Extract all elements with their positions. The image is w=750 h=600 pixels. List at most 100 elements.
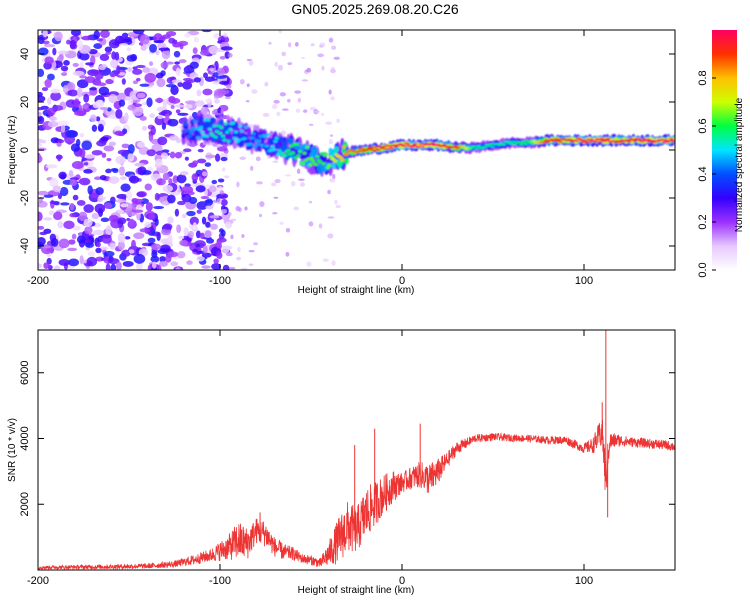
- noise-blob: [96, 38, 103, 42]
- ridge-cell: [669, 137, 674, 140]
- noise-blob: [72, 194, 79, 201]
- noise-blob: [57, 221, 64, 229]
- y-tick-label: 6000: [19, 360, 31, 384]
- ridge-cell: [331, 162, 336, 169]
- noise-blob: [328, 37, 334, 43]
- noise-blob: [201, 252, 212, 258]
- ridge-cell: [270, 145, 275, 149]
- ridge-cell: [187, 134, 192, 138]
- noise-blob: [220, 198, 228, 206]
- noise-blob: [142, 66, 151, 73]
- noise-blob: [57, 139, 65, 144]
- noise-blob: [136, 191, 146, 198]
- noise-blob: [274, 61, 278, 67]
- ridge-cell: [211, 124, 217, 128]
- noise-blob: [196, 89, 202, 97]
- noise-blob: [237, 246, 241, 253]
- noise-blob: [118, 166, 125, 176]
- noise-blob: [255, 156, 261, 162]
- noise-blob: [200, 106, 208, 116]
- noise-blob: [97, 197, 103, 203]
- noise-blob: [192, 248, 198, 253]
- noise-blob: [212, 143, 217, 147]
- noise-blob: [99, 53, 110, 62]
- noise-blob: [128, 249, 135, 254]
- noise-blob: [85, 242, 95, 248]
- snr-series: [38, 330, 675, 570]
- noise-blob: [165, 83, 177, 88]
- noise-blob: [205, 221, 211, 228]
- ridge-cell: [535, 140, 540, 143]
- noise-blob: [236, 256, 242, 261]
- noise-blob: [157, 136, 168, 146]
- noise-blob: [54, 31, 63, 42]
- ridge-cell: [182, 120, 188, 124]
- ridge-cell: [207, 127, 213, 131]
- noise-blob: [147, 81, 154, 86]
- noise-blob: [162, 172, 170, 181]
- noise-blob: [281, 51, 286, 57]
- noise-blob: [97, 123, 104, 132]
- ridge-cell: [283, 153, 288, 157]
- noise-blob: [139, 34, 150, 45]
- noise-blob: [168, 178, 173, 185]
- noise-blob: [38, 111, 42, 117]
- noise-blob: [194, 101, 205, 107]
- y-tick-label: 4000: [19, 426, 31, 450]
- noise-blob: [60, 65, 69, 72]
- noise-blob: [246, 83, 250, 88]
- noise-blob: [81, 140, 93, 151]
- noise-blob: [196, 255, 205, 262]
- noise-blob: [108, 39, 120, 49]
- noise-blob: [272, 103, 278, 110]
- ridge-cell: [302, 151, 307, 155]
- snr-y-ticks: 2000 4000 6000: [19, 360, 675, 516]
- snr-line: [38, 419, 675, 570]
- noise-blob: [116, 217, 127, 225]
- noise-blob: [172, 175, 179, 184]
- ridge-cell: [305, 145, 310, 149]
- ridge-cell: [277, 148, 282, 153]
- noise-blob: [220, 108, 224, 115]
- noise-blob: [100, 217, 110, 222]
- noise-blob: [329, 178, 336, 183]
- noise-blob: [227, 52, 233, 58]
- noise-blob: [188, 196, 198, 205]
- noise-blob: [167, 251, 179, 258]
- noise-blob: [96, 241, 101, 248]
- noise-blob: [174, 151, 183, 159]
- noise-blob: [63, 220, 75, 230]
- noise-blob: [95, 247, 102, 254]
- noise-blob: [99, 246, 109, 251]
- noise-blob: [60, 72, 68, 77]
- noise-blob: [253, 242, 258, 246]
- noise-blob: [81, 35, 93, 41]
- noise-blob: [218, 80, 230, 85]
- ridge-cell: [213, 135, 218, 139]
- noise-blob: [98, 64, 106, 71]
- y-tick-label: 40: [19, 48, 31, 60]
- noise-blob: [213, 258, 219, 264]
- noise-blob: [79, 52, 90, 61]
- noise-blob: [159, 256, 167, 263]
- noise-blob: [332, 173, 336, 180]
- noise-blob: [256, 181, 263, 185]
- noise-blob: [147, 237, 156, 244]
- noise-blob: [124, 112, 129, 122]
- noise-blob: [111, 51, 117, 60]
- noise-blob: [179, 171, 189, 176]
- noise-blob: [62, 85, 69, 94]
- noise-blob: [287, 62, 293, 66]
- ridge-cell: [523, 143, 528, 145]
- colorbar-tick-label: 0.8: [697, 70, 709, 85]
- ridge-cell: [219, 126, 224, 130]
- noise-blob: [301, 79, 309, 82]
- noise-blob: [295, 108, 301, 113]
- noise-blob: [155, 158, 163, 167]
- noise-blob: [329, 134, 334, 137]
- noise-blob: [43, 217, 53, 221]
- ridge-cell: [257, 145, 262, 152]
- noise-blob: [176, 174, 187, 184]
